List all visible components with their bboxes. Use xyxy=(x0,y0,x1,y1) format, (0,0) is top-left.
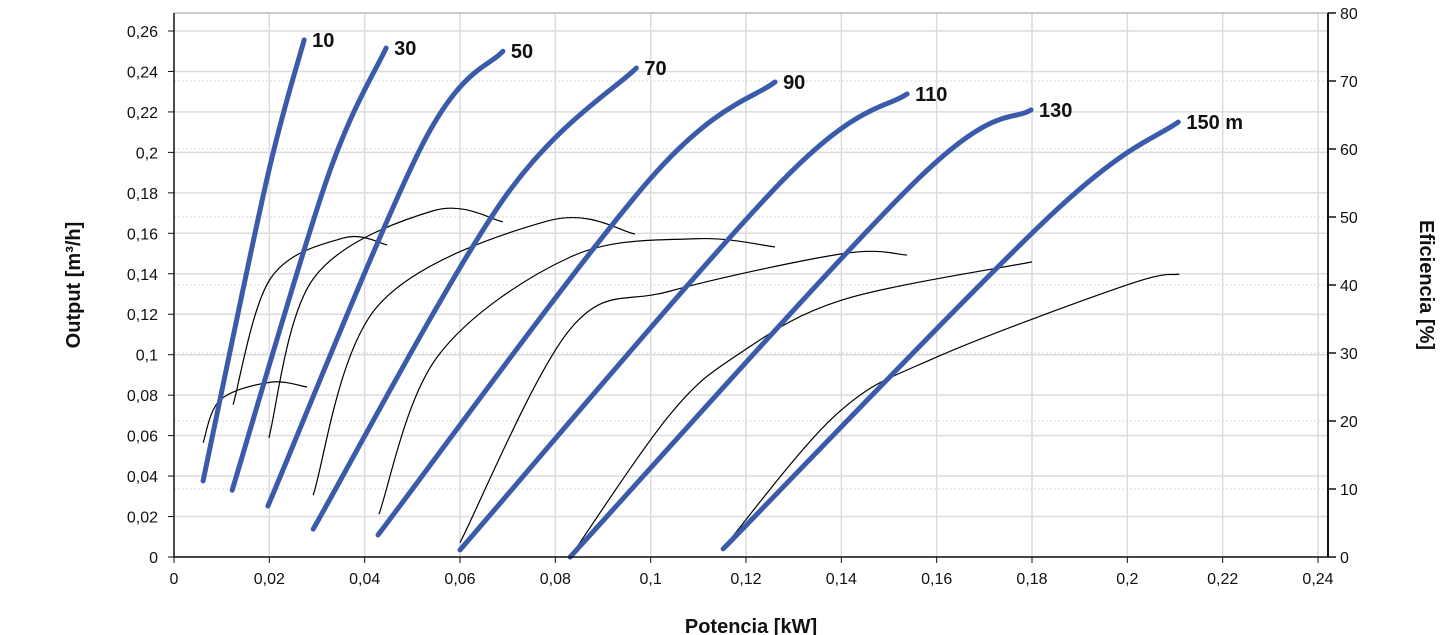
output-curve xyxy=(200,37,307,484)
efficiency-curve xyxy=(459,250,908,543)
y2-tick-label: 20 xyxy=(1340,414,1358,431)
y-tick-label: 0,22 xyxy=(127,105,158,122)
axes: 0 0,02 0,04 0,06 0,08 0,1 0,12 0,14 0,16 0,18 0,2 0… xyxy=(127,6,1358,588)
efficiency-curve xyxy=(569,261,1033,558)
y2-tick-label: 80 xyxy=(1340,6,1358,23)
y-tick-label: 0,14 xyxy=(127,267,158,284)
y-tick-label: 0,2 xyxy=(136,145,158,162)
x-tick-label: 0,18 xyxy=(1016,571,1047,588)
y2-tick-label: 60 xyxy=(1340,142,1358,159)
output-curve xyxy=(310,65,639,532)
efficiency-curve xyxy=(312,216,636,496)
efficiency-curve xyxy=(722,273,1180,550)
efficiency-curve xyxy=(268,207,504,439)
y2-tick-label: 10 xyxy=(1340,482,1358,499)
y2-tick-label: 0 xyxy=(1340,550,1349,567)
y-tick-label: 0,26 xyxy=(127,24,158,41)
x-tick-label: 0,22 xyxy=(1207,571,1238,588)
efficiency-curve xyxy=(202,381,308,443)
y-tick-label: 0,1 xyxy=(136,348,158,365)
output-curve xyxy=(265,48,506,509)
y2-tick-label: 40 xyxy=(1340,278,1358,295)
y-tick-label: 0 xyxy=(149,550,158,567)
y-tick-label: 0,16 xyxy=(127,226,158,243)
curve-label: 70 xyxy=(644,58,666,80)
output-curve xyxy=(567,107,1034,560)
efficiency-curve xyxy=(378,237,776,515)
efficiency-curve xyxy=(232,235,388,405)
y-tick-label: 0,24 xyxy=(127,64,158,81)
x-tick-label: 0,02 xyxy=(254,571,285,588)
y-tick-label: 0,18 xyxy=(127,186,158,203)
curve-label: 30 xyxy=(394,38,416,60)
x-tick-label: 0,04 xyxy=(349,571,380,588)
curve-label: 90 xyxy=(783,72,805,94)
output-curve xyxy=(457,91,910,553)
efficiency-curves xyxy=(202,207,1180,558)
y-axis-title: Output [m³/h] xyxy=(63,222,85,349)
x-tick-label: 0,06 xyxy=(444,571,475,588)
y-tick-label: 0,02 xyxy=(127,510,158,527)
x-tick-label: 0,2 xyxy=(1116,571,1138,588)
curve-label: 150 m xyxy=(1186,112,1243,134)
x-tick-label: 0,12 xyxy=(730,571,761,588)
y-tick-label: 0,06 xyxy=(127,429,158,446)
x-tick-label: 0,16 xyxy=(921,571,952,588)
curve-label: 110 xyxy=(915,84,947,106)
y2-axis-title: Eficiencia [%] xyxy=(1415,220,1437,350)
output-curve xyxy=(229,45,389,493)
y-tick-label: 0,12 xyxy=(127,307,158,324)
y2-tick-label: 30 xyxy=(1340,346,1358,363)
x-tick-label: 0,24 xyxy=(1302,571,1333,588)
x-tick-label: 0,14 xyxy=(826,571,857,588)
x-tick-label: 0 xyxy=(170,571,179,588)
y-tick-label: 0,08 xyxy=(127,388,158,405)
x-axis-title: Potencia [kW] xyxy=(685,616,817,635)
y-tick-label: 0,04 xyxy=(127,469,158,486)
y2-tick-label: 70 xyxy=(1340,74,1358,91)
curve-label: 130 xyxy=(1039,100,1072,122)
y2-tick-label: 50 xyxy=(1340,210,1358,227)
output-curve xyxy=(720,119,1181,552)
x-tick-label: 0,1 xyxy=(640,571,662,588)
curve-label: 50 xyxy=(511,41,533,63)
curve-label: 10 xyxy=(312,30,334,52)
output-curve xyxy=(375,79,778,538)
x-tick-label: 0,08 xyxy=(540,571,571,588)
output-curves: 10 30 50 70 90 110 130 150 m xyxy=(200,30,1243,560)
